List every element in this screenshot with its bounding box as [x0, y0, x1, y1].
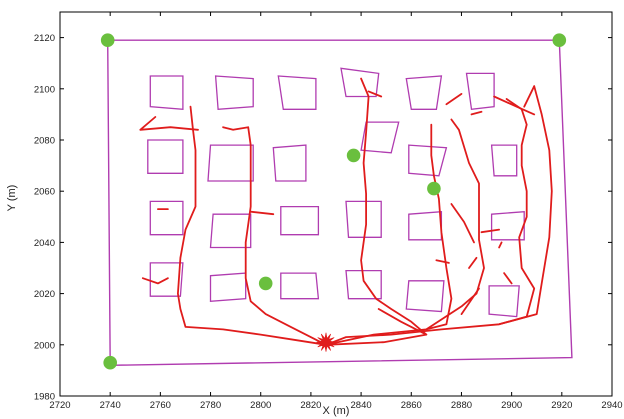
route-path-4: [141, 277, 169, 285]
x-tick-label: 2740: [100, 400, 121, 411]
marker-layer: [100, 33, 567, 370]
x-tick-label: 2920: [551, 400, 572, 411]
route-path-20: [498, 241, 503, 249]
route-path-14: [468, 256, 478, 269]
building-outline-5: [405, 75, 443, 110]
building-outline-22: [345, 269, 382, 300]
x-tick-label: 2780: [200, 400, 221, 411]
route-path-18: [493, 95, 536, 116]
x-tick-label: 2840: [351, 400, 372, 411]
building-outline-16: [345, 200, 382, 238]
route-path-5: [222, 126, 327, 346]
marker-point-1: [100, 33, 115, 47]
building-outline-11: [408, 144, 448, 177]
x-tick-label: 2720: [49, 400, 70, 411]
route-path-2: [139, 116, 199, 131]
route-path-21: [480, 228, 501, 234]
building-outline-7: [147, 139, 184, 174]
building-outline-19: [149, 262, 184, 297]
route-path-24: [445, 93, 463, 106]
building-outline-14: [209, 213, 252, 249]
y-axis-label: Y (m): [6, 185, 18, 212]
marker-point-6: [258, 276, 273, 291]
x-tick-label: 2940: [601, 400, 622, 411]
building-outline-1: [149, 75, 184, 111]
building-outline-17: [408, 210, 443, 241]
building-outline-9: [272, 144, 307, 182]
route-path-12: [425, 118, 485, 331]
building-outline-4: [340, 67, 380, 98]
building-outline-12: [490, 144, 518, 177]
building-outline-6: [465, 72, 495, 111]
building-outline-15: [280, 205, 320, 236]
route-path-8: [325, 123, 453, 346]
axis-ticks-layer: 2720 2740 2760 2780 2800 2820 2840 2860 2880 2900…: [34, 12, 623, 411]
route-path-19: [435, 259, 450, 264]
x-axis-label: X (m): [323, 405, 350, 417]
building-outline-10: [360, 121, 400, 154]
route-path-1: [176, 105, 327, 346]
route-path-7: [325, 98, 536, 346]
building-outline-21: [280, 272, 320, 300]
building-outline-23: [405, 280, 445, 313]
building-outline-3: [277, 75, 317, 110]
building-outline-13: [149, 200, 184, 236]
building-outline-8: [207, 144, 254, 182]
building-outlines-layer: [147, 67, 525, 318]
x-tick-label: 2900: [501, 400, 522, 411]
site-boundary: [107, 39, 573, 367]
x-tick-label: 2860: [401, 400, 422, 411]
marker-point-2: [552, 33, 567, 47]
y-tick-label: 2000: [34, 340, 55, 351]
y-tick-label: 2020: [34, 289, 55, 300]
y-tick-label: 2040: [34, 238, 55, 249]
x-tick-label: 2800: [250, 400, 271, 411]
route-paths-layer: [139, 77, 553, 346]
building-outline-2: [214, 75, 254, 110]
site-boundary-layer: [107, 39, 573, 367]
y-tick-label: 2060: [34, 187, 55, 198]
route-path-6: [249, 210, 275, 216]
building-outline-20: [209, 272, 247, 302]
marker-point-5: [427, 181, 441, 196]
x-tick-label: 2820: [300, 400, 321, 411]
route-path-11: [377, 308, 428, 336]
y-tick-label: 2080: [34, 136, 55, 147]
x-tick-label: 2880: [451, 400, 472, 411]
y-tick-label: 2120: [34, 33, 55, 44]
y-tick-label: 1980: [34, 392, 55, 403]
route-path-16: [498, 85, 553, 326]
y-tick-label: 2100: [34, 84, 55, 95]
plot-area: [59, 11, 613, 397]
route-path-23: [470, 110, 483, 116]
marker-point-3: [103, 355, 117, 370]
route-path-13: [460, 287, 480, 316]
building-outline-24: [488, 285, 520, 318]
route-path-10: [367, 90, 383, 98]
route-path-22: [503, 272, 513, 285]
route-path-17: [523, 85, 536, 108]
route-path-15: [450, 203, 475, 244]
x-tick-label: 2760: [150, 400, 171, 411]
source-star-marker: [316, 332, 336, 352]
marker-point-4: [346, 148, 361, 163]
